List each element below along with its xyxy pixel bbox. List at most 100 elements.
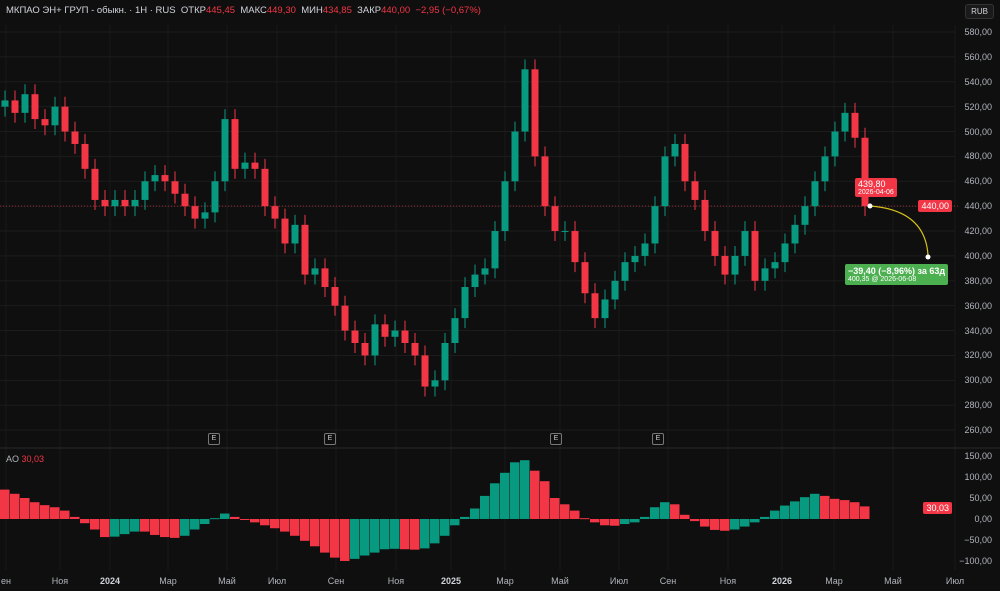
ao-bar [550,498,560,519]
x-tick-label: Май [218,576,236,586]
high-label: МАКС [240,5,267,16]
low-label: МИН [301,5,323,16]
ao-bar [180,519,190,536]
candle-body [1,100,9,107]
candle-body [181,193,189,207]
ao-bar [450,519,460,526]
ao-bar [850,502,860,519]
tooltip-date: 2026-04-06 [858,189,894,196]
candle-body [541,156,549,207]
candle-body [771,262,779,269]
candle-body [361,343,369,356]
candle-body [241,162,249,169]
candle-body [721,255,729,275]
ao-bar [500,472,510,519]
candle-body [251,162,259,169]
candle-body [701,199,709,232]
ao-bar [90,519,100,530]
ao-value: 30,03 [21,454,45,464]
ao-bar [170,519,180,538]
ao-bar [20,498,30,519]
candle-body [711,231,719,256]
ao-bar [430,519,440,544]
y-tick-label: 420,00 [964,226,992,237]
y-tick-label: 580,00 [964,27,992,37]
candle-body [281,218,289,244]
candle-body [71,131,79,144]
x-tick-label: 2026 [771,576,793,586]
ao-bar [190,519,200,530]
candle-body [581,262,589,294]
currency-button[interactable]: RUB [965,4,994,19]
ao-bar [110,519,120,537]
x-tick-label: Мар [496,576,514,586]
candle-body [101,199,109,207]
candle-body [31,94,39,120]
ao-bar [600,519,610,526]
candle-body [201,212,209,219]
ao-bar [740,519,750,527]
ao-bar [670,504,680,519]
ao-bar [140,519,150,532]
ao-bar [540,481,550,519]
candle-body [651,206,659,244]
ao-bar [350,519,360,559]
ao-bar [660,502,670,519]
candle-body [231,119,239,169]
earnings-marker: E [208,433,220,445]
candle-body [41,119,49,126]
candle-body [691,181,699,200]
candle-body [471,274,479,288]
ao-bar [270,519,280,529]
candle-body [111,199,119,207]
ao-y-tick-label: −100,00 [959,556,992,566]
ao-bar [770,510,780,519]
candle-body [321,268,329,288]
ao-bar [800,497,810,519]
y-tick-label: 460,00 [964,176,992,187]
candle-body [501,181,509,232]
candle-body [741,231,749,256]
candle-body [311,268,319,275]
ao-bar [750,519,760,523]
y-tick-label: 560,00 [964,51,992,62]
ao-bar [610,519,620,526]
ao-bar [630,519,640,523]
x-tick-label: Мар [825,576,843,586]
ao-bar [130,519,140,532]
ao-bar [690,519,700,522]
ao-bar [420,519,430,549]
projection-end-dot [925,254,931,260]
last-price-tag: 440,00 [918,200,952,212]
open-value: 445,45 [205,5,236,16]
x-tick-label: Сен [659,576,677,586]
candle-body [261,168,269,207]
ao-bar [200,519,210,525]
candle-body [811,181,819,207]
ao-bar [840,500,850,519]
candle-body [841,112,849,132]
ao-y-tick-label: 100,00 [964,472,992,482]
candle-body [531,69,539,157]
ao-bar [480,495,490,519]
candle-body [621,262,629,281]
candle-body [511,131,519,182]
ao-bar [290,519,300,536]
ao-y-tick-label: 0,00 [974,514,992,524]
ao-bar [530,470,540,519]
candle-body [751,231,759,281]
ao-bar [560,504,570,519]
ao-bar [710,519,720,530]
ao-bar [250,519,260,523]
candle-body [441,343,449,381]
ao-bar [650,507,660,519]
tooltip-price: 439,80 [858,179,886,189]
ao-bar [0,489,10,519]
ao-bar [300,519,310,541]
projection-start-dot [867,203,873,209]
ao-bar [230,516,240,519]
ao-bar [220,513,230,519]
ao-bar [80,519,90,524]
